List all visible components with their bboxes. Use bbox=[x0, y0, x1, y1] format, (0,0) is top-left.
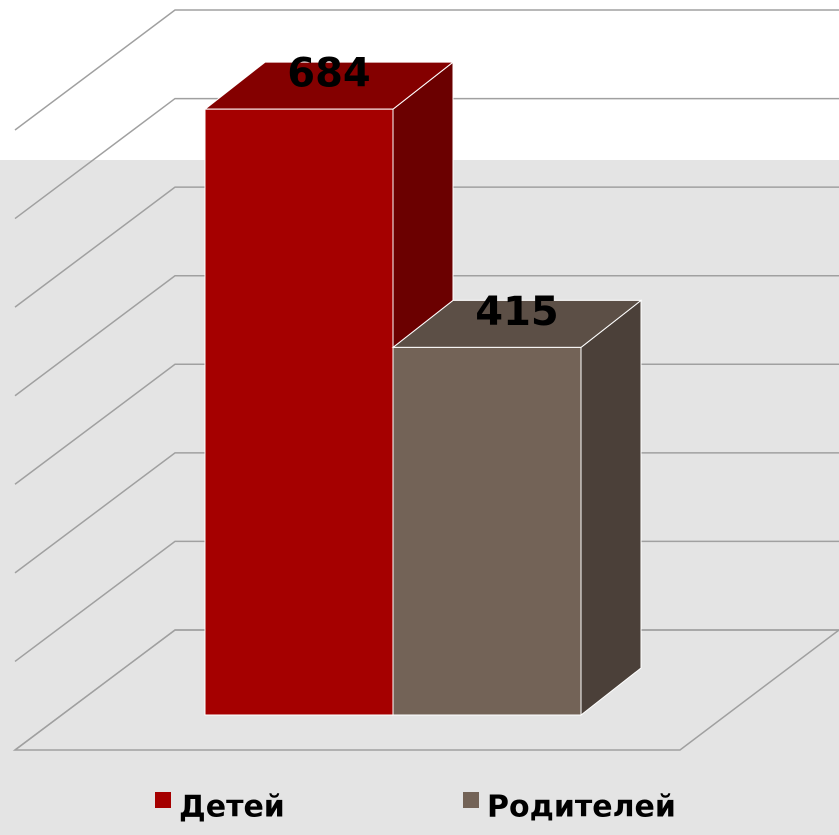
legend-label: Родителей bbox=[487, 790, 676, 825]
bar-side bbox=[580, 299, 642, 717]
legend-label: Детей bbox=[179, 790, 285, 825]
bar bbox=[204, 108, 394, 716]
data-label: 684 bbox=[287, 51, 371, 97]
grid-line bbox=[14, 9, 839, 131]
data-label: 415 bbox=[475, 289, 559, 335]
grid-line bbox=[14, 274, 839, 397]
grid-line bbox=[14, 97, 839, 220]
grid-line bbox=[14, 186, 839, 308]
legend-swatch bbox=[463, 792, 479, 808]
legend-swatch bbox=[155, 792, 171, 808]
bar bbox=[392, 346, 582, 716]
